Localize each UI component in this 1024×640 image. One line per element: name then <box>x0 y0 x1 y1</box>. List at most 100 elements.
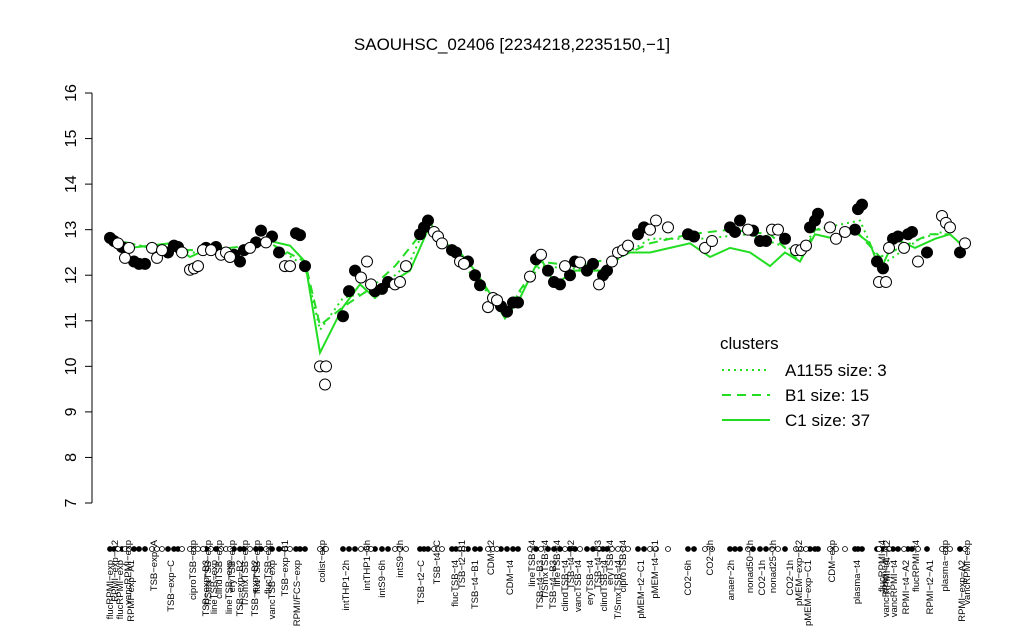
point <box>944 221 956 234</box>
point <box>422 214 434 227</box>
top-label: intS9−2h <box>395 540 406 578</box>
rug-mark <box>403 546 409 552</box>
point <box>856 198 868 211</box>
rug-mark <box>287 546 293 552</box>
rug-mark <box>584 546 590 552</box>
top-label: flucRPMI−t4 <box>877 540 888 592</box>
rug-mark <box>461 546 467 552</box>
rug-mark <box>775 546 781 552</box>
bottom-label: pMEM−exp−C1 <box>803 560 814 626</box>
top-label: clindTSB−exp <box>214 540 225 599</box>
rug-mark <box>647 546 653 552</box>
point <box>622 239 634 252</box>
bottom-label: vancTSB−exp <box>267 560 278 619</box>
top-label: CO2−2h <box>705 540 716 576</box>
rug-mark <box>947 546 953 552</box>
top-label: plasma−exp <box>940 540 951 592</box>
bottom-label: TSB−t4−B1 <box>470 560 481 609</box>
rug-mark <box>691 546 697 552</box>
top-label: TSB−exp−A <box>149 539 160 591</box>
rug-mark <box>876 546 882 552</box>
point <box>779 232 791 245</box>
point <box>883 241 895 254</box>
rug-mark <box>709 546 715 552</box>
point <box>601 264 613 277</box>
bottom-label: RPMI−exp−A1 <box>126 560 137 622</box>
rug-mark <box>504 546 510 552</box>
bottom-label: RPMI−t4−A2 <box>901 560 912 614</box>
top-label: T/SmxTSB−exp <box>240 540 251 607</box>
point <box>156 244 168 257</box>
point <box>319 378 331 391</box>
bottom-label: CO2−6h <box>683 560 694 596</box>
point <box>812 207 824 220</box>
rug-mark <box>769 546 775 552</box>
point <box>234 255 246 268</box>
bottom-label: TSB−t4−B3 <box>535 560 546 609</box>
rug-mark <box>653 546 659 552</box>
point <box>139 257 151 270</box>
y-tick-label: 12 <box>63 266 80 284</box>
point <box>320 360 332 373</box>
point <box>906 225 918 238</box>
y-tick-label: 16 <box>63 84 80 102</box>
point <box>123 241 135 254</box>
rug-mark <box>494 546 500 552</box>
top-label: TSB−t2−B1 <box>457 540 468 589</box>
bottom-label: lineTSB−exp <box>209 560 220 614</box>
y-tick-label: 13 <box>63 221 80 239</box>
rug-mark <box>596 546 602 552</box>
point <box>535 248 547 261</box>
point <box>469 269 481 282</box>
rug-mark <box>477 546 483 552</box>
point <box>458 257 470 270</box>
top-label: eryTSB−exp <box>227 540 238 593</box>
bottom-label: intS9−6h <box>377 560 388 598</box>
rug-mark <box>815 546 821 552</box>
bottom-label: TSB−t2−C <box>416 560 427 604</box>
rug-mark <box>727 546 733 552</box>
point <box>587 257 599 270</box>
y-tick-label: 9 <box>63 407 80 416</box>
point <box>192 260 204 273</box>
point <box>224 251 236 263</box>
rug-mark <box>590 546 596 552</box>
cluster-line <box>109 228 966 356</box>
bottom-label: clindTSB−t4 <box>599 560 610 612</box>
point <box>606 255 618 268</box>
top-label: T/SmxTSB−t4 <box>540 540 551 599</box>
bottom-label: RPMI−exp−A2 <box>957 560 968 622</box>
rug-mark <box>685 546 691 552</box>
bottom-label: flucTSB−t4 <box>450 560 461 607</box>
bottom-label: TSB−t4−B3 <box>548 560 559 609</box>
point <box>524 270 536 283</box>
rug-mark <box>625 546 631 552</box>
rug-mark <box>527 546 533 552</box>
y-tick-label: 14 <box>63 175 80 193</box>
point <box>400 260 412 273</box>
rug-mark <box>665 546 671 552</box>
rug-mark <box>745 546 751 552</box>
y-tick-label: 7 <box>63 498 80 507</box>
rug-mark <box>302 546 308 552</box>
point <box>205 244 217 257</box>
rug-mark <box>763 546 769 552</box>
point <box>760 235 772 248</box>
bottom-label: vancTSB−t4 <box>573 560 584 612</box>
top-label: pMEM−exp−C2 <box>794 540 805 606</box>
bottom-label: vancRPMI−t4 <box>889 560 900 617</box>
bottom-label: TSB−exp−B2 <box>250 560 261 617</box>
rug-mark <box>577 546 583 552</box>
point <box>299 260 311 273</box>
rug-mark <box>737 546 743 552</box>
legend-label: C1 size: 37 <box>785 411 870 430</box>
bottom-label: TSB−exp−B3 <box>201 560 212 617</box>
rug-mark <box>757 546 763 552</box>
bottom-label: flucRPMI−exp <box>105 560 116 619</box>
bottom-label: CO2−1h <box>757 560 768 596</box>
legend-label: A1155 size: 3 <box>785 361 887 380</box>
point <box>800 239 812 252</box>
top-label: ciproTSB−t4 <box>618 540 629 593</box>
top-label: colist−exp <box>317 540 328 583</box>
top-label: lineTSB−t4 <box>527 540 538 587</box>
